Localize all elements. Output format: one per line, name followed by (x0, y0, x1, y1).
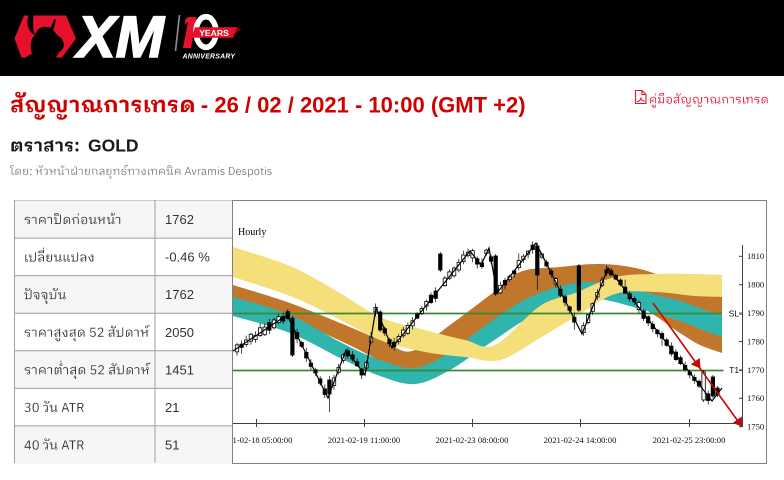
svg-text:Hourly: Hourly (238, 227, 266, 238)
svg-text:51: 51 (165, 438, 179, 453)
svg-text:2021-02-18 05:00:00: 2021-02-18 05:00:00 (220, 435, 293, 445)
svg-text:1770: 1770 (747, 365, 764, 375)
svg-text:1750: 1750 (747, 422, 764, 432)
svg-text:- 26 / 02 / 2021 - 10:00 (GMT: - 26 / 02 / 2021 - 10:00 (GMT +2) (201, 92, 526, 117)
svg-text:1790: 1790 (747, 308, 764, 318)
svg-text:1780: 1780 (747, 336, 764, 346)
svg-text:1810: 1810 (747, 251, 764, 261)
svg-text:1762: 1762 (165, 287, 194, 302)
svg-text:1760: 1760 (747, 393, 764, 403)
svg-text:2050: 2050 (165, 325, 194, 340)
svg-text:1451: 1451 (165, 362, 194, 377)
svg-text:YEARS: YEARS (199, 28, 229, 38)
svg-text:2021-02-24 14:00:00: 2021-02-24 14:00:00 (544, 435, 617, 445)
svg-text:2021-02-23 08:00:00: 2021-02-23 08:00:00 (436, 435, 509, 445)
svg-text:2021-02-25 23:00:00: 2021-02-25 23:00:00 (653, 435, 726, 445)
svg-text:1800: 1800 (747, 280, 764, 290)
svg-text:T1-: T1- (729, 365, 742, 375)
svg-text:2021-02-19 11:00:00: 2021-02-19 11:00:00 (328, 435, 400, 445)
svg-text:1762: 1762 (165, 212, 194, 227)
svg-text:ANNIVERSARY: ANNIVERSARY (182, 54, 237, 61)
svg-text:SL-: SL- (729, 308, 743, 318)
svg-text:XM: XM (74, 5, 166, 70)
svg-text:GOLD: GOLD (88, 136, 139, 156)
svg-text:21: 21 (165, 400, 179, 415)
svg-text:-0.46 %: -0.46 % (165, 250, 210, 265)
